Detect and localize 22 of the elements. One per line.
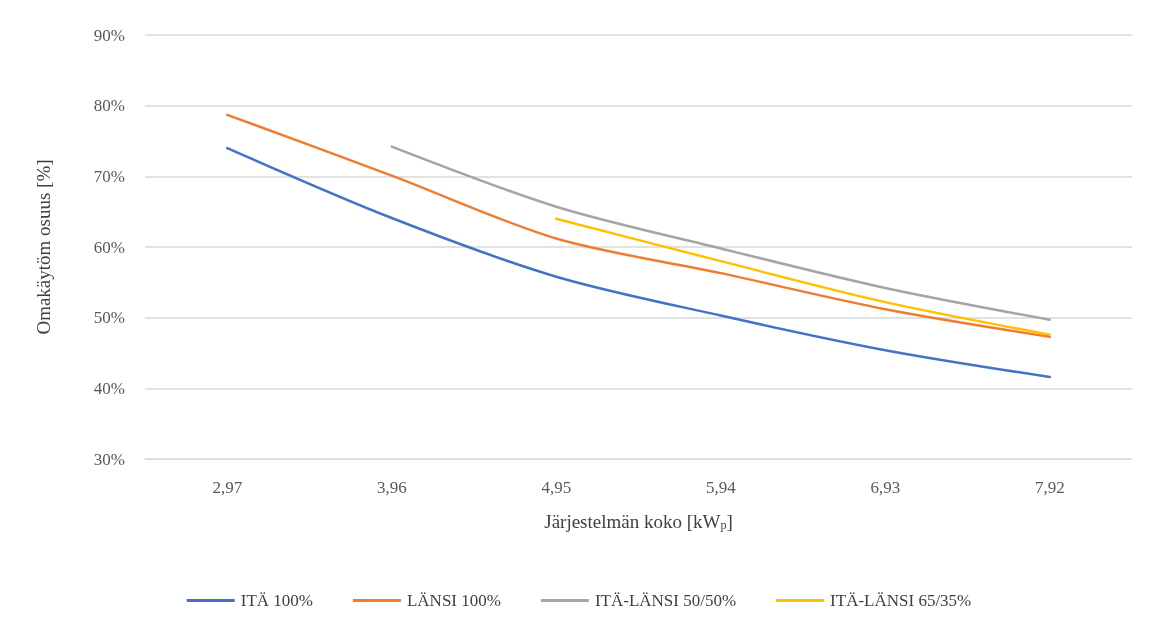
line-series xyxy=(390,145,1051,322)
line-series xyxy=(555,217,1051,336)
x-tick-label: 5,94 xyxy=(705,478,737,497)
x-tick-label: 2,97 xyxy=(212,478,243,497)
legend-label: ITÄ-LÄNSI 65/35% xyxy=(830,591,972,610)
x-tick-label: 3,96 xyxy=(376,478,407,497)
y-tick-label: 60% xyxy=(93,237,125,257)
x-tick-label: 4,95 xyxy=(541,478,572,497)
y-tick-label: 80% xyxy=(93,96,125,116)
y-tick-label: 70% xyxy=(93,166,125,186)
y-tick-label: 40% xyxy=(93,378,125,398)
y-tick-label: 50% xyxy=(93,308,125,328)
legend-label: LÄNSI 100% xyxy=(406,591,501,610)
y-tick-label: 90% xyxy=(93,25,125,45)
y-axis-title: Omakäytöm osuus [%] xyxy=(33,159,54,335)
line-series xyxy=(226,146,1051,379)
line-series xyxy=(226,113,1051,338)
y-tick-label: 30% xyxy=(93,449,125,469)
x-tick-label: 7,92 xyxy=(1034,478,1065,497)
x-tick-label: 6,93 xyxy=(870,478,901,497)
legend-label: ITÄ-LÄNSI 50/50% xyxy=(594,591,737,610)
legend-label: ITÄ 100% xyxy=(240,591,313,610)
